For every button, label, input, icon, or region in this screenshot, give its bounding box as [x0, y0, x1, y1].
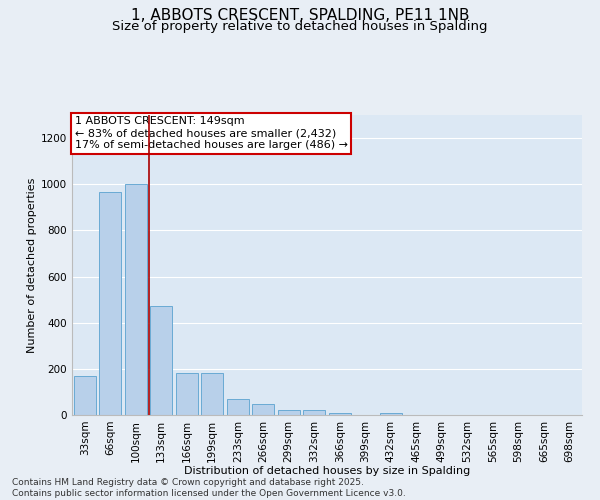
- Text: 1, ABBOTS CRESCENT, SPALDING, PE11 1NB: 1, ABBOTS CRESCENT, SPALDING, PE11 1NB: [131, 8, 469, 22]
- Bar: [380, 413, 401, 415]
- Bar: [202, 373, 223, 415]
- Bar: [176, 373, 197, 415]
- Bar: [304, 410, 325, 415]
- Bar: [151, 306, 172, 415]
- Bar: [100, 192, 121, 415]
- Text: 1 ABBOTS CRESCENT: 149sqm
← 83% of detached houses are smaller (2,432)
17% of se: 1 ABBOTS CRESCENT: 149sqm ← 83% of detac…: [74, 116, 347, 150]
- Bar: [329, 413, 350, 415]
- Bar: [253, 404, 274, 415]
- Bar: [278, 410, 299, 415]
- Text: Size of property relative to detached houses in Spalding: Size of property relative to detached ho…: [112, 20, 488, 33]
- Bar: [74, 376, 95, 415]
- Text: Contains HM Land Registry data © Crown copyright and database right 2025.
Contai: Contains HM Land Registry data © Crown c…: [12, 478, 406, 498]
- Y-axis label: Number of detached properties: Number of detached properties: [27, 178, 37, 352]
- Bar: [227, 400, 248, 415]
- Bar: [125, 184, 146, 415]
- X-axis label: Distribution of detached houses by size in Spalding: Distribution of detached houses by size …: [184, 466, 470, 476]
